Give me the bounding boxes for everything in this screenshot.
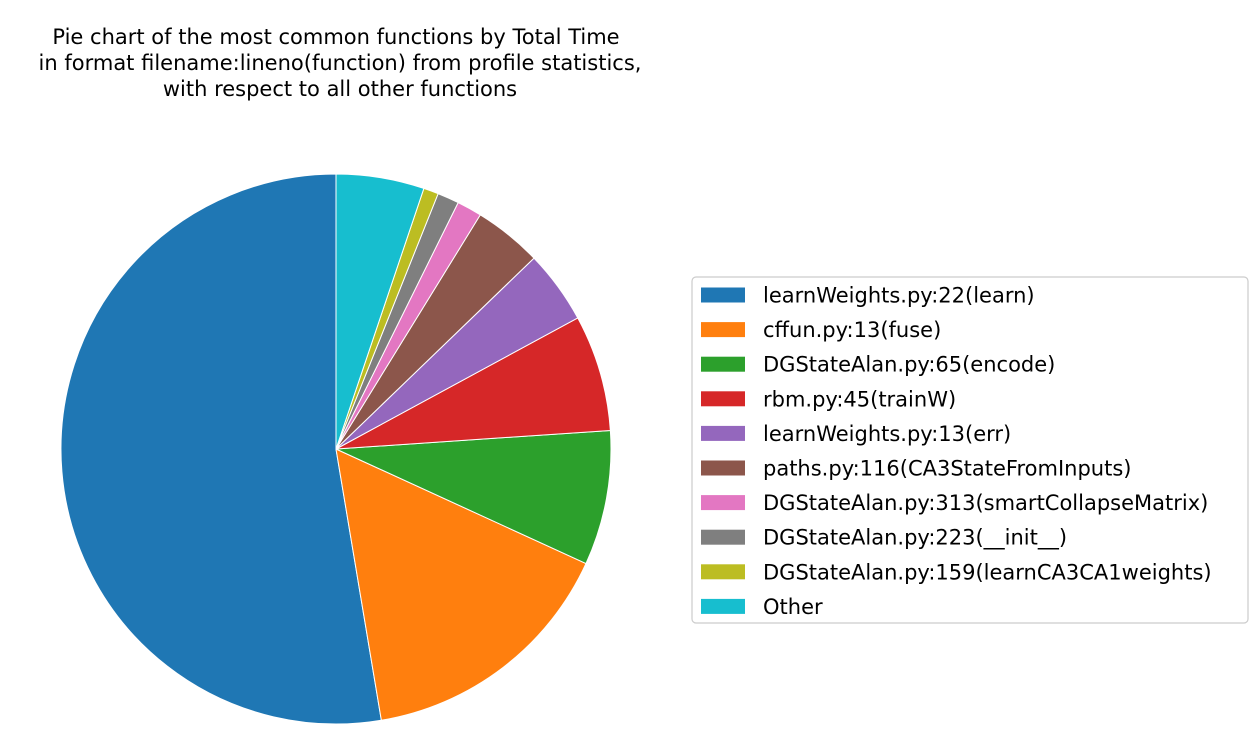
- legend-label-7: DGStateAlan.py:223(__init__): [763, 526, 1067, 551]
- legend-swatch-6: [701, 495, 745, 511]
- legend-label-8: DGStateAlan.py:159(learnCA3CA1weights): [763, 560, 1212, 584]
- legend-label-1: cffun.py:13(fuse): [763, 318, 941, 342]
- legend-label-3: rbm.py:45(trainW): [763, 387, 956, 411]
- legend-label-2: DGStateAlan.py:65(encode): [763, 353, 1055, 377]
- legend-frame: [691, 276, 1249, 624]
- legend-swatch-4: [701, 425, 745, 441]
- chart-title: Pie chart of the most common functions b…: [39, 25, 642, 101]
- legend-label-9: Other: [763, 595, 823, 619]
- legend-swatch-1: [701, 322, 745, 338]
- legend-label-6: DGStateAlan.py:313(smartCollapseMatrix): [763, 491, 1208, 515]
- legend: learnWeights.py:22(learn) cffun.py:13(fus…: [691, 276, 1249, 624]
- legend-swatch-5: [701, 460, 745, 476]
- legend-label-5: paths.py:116(CA3StateFromInputs): [763, 457, 1131, 481]
- chart-title-line-2: in format filename:lineno(function) from…: [39, 51, 642, 75]
- legend-swatch-3: [701, 391, 745, 407]
- pie-slice-9: [335, 173, 425, 450]
- pie-slice-2: [335, 429, 612, 565]
- pie-slice-0: [60, 173, 382, 725]
- legend-swatch-9: [701, 598, 745, 614]
- legend-label-4: learnWeights.py:13(err): [763, 422, 1011, 446]
- legend-label-0: learnWeights.py:22(learn): [763, 284, 1035, 308]
- legend-swatch-8: [701, 564, 745, 580]
- legend-swatch-7: [701, 529, 745, 545]
- pie-slice-3: [335, 317, 611, 450]
- legend-swatch-0: [701, 287, 745, 303]
- legend-swatch-2: [701, 356, 745, 372]
- chart-title-line-3: with respect to all other functions: [163, 77, 517, 101]
- pie: [60, 173, 612, 725]
- chart-title-line-1: Pie chart of the most common functions b…: [52, 25, 619, 49]
- pie-slice-1: [335, 448, 587, 721]
